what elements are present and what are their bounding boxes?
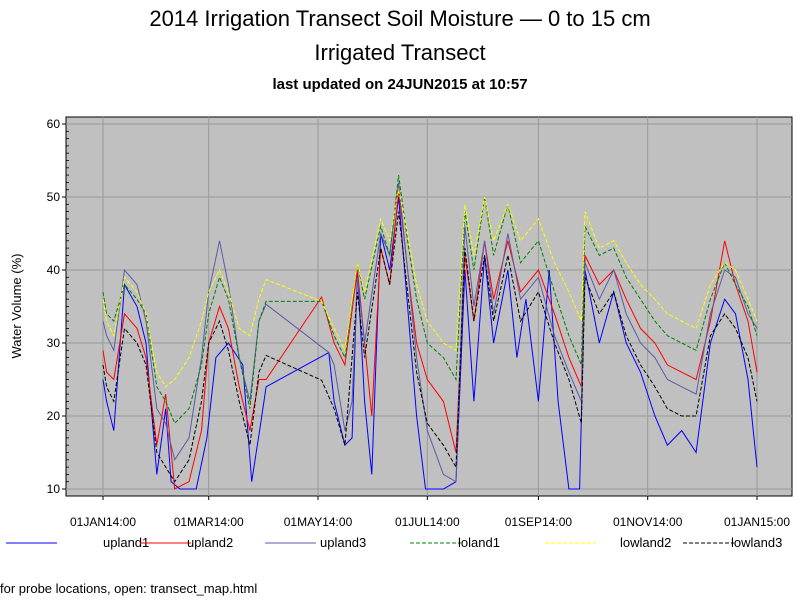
series-line-loland1 bbox=[102, 175, 758, 425]
legend-label-upland2: upland2 bbox=[187, 535, 233, 550]
legend-label-lowland2: lowland2 bbox=[620, 535, 671, 550]
last-updated-note: last updated on 24JUN2015 at 10:57 bbox=[272, 76, 528, 93]
chart-subtitle: Irrigated Transect bbox=[314, 40, 486, 65]
y-tick-label: 60 bbox=[47, 117, 61, 131]
x-tick-label: 01JAN14:00 bbox=[70, 515, 136, 529]
x-tick-label: 01JAN15:00 bbox=[724, 515, 790, 529]
y-tick-label: 30 bbox=[47, 336, 61, 350]
y-tick-label: 50 bbox=[47, 190, 61, 204]
legend-label-lowland3: lowland3 bbox=[731, 535, 782, 550]
y-tick-label: 20 bbox=[47, 409, 61, 423]
series-line-lowland2 bbox=[102, 189, 758, 388]
plot-area bbox=[65, 116, 793, 497]
x-tick-label: 01MAY14:00 bbox=[284, 515, 353, 529]
x-tick-label: 01SEP14:00 bbox=[505, 515, 573, 529]
series-line-upland3 bbox=[102, 182, 758, 483]
series-line-upland2 bbox=[102, 189, 758, 490]
axes: 10 20 30 40 50 60 01JAN14:00 01MAR14:00 01MAY14:… bbox=[47, 117, 791, 529]
chart-title: 2014 Irrigation Transect Soil Moisture —… bbox=[149, 6, 651, 31]
legend-label-upland3: upland3 bbox=[320, 535, 366, 550]
legend-label-upland1: upland1 bbox=[103, 535, 149, 550]
x-tick-label: 01MAR14:00 bbox=[174, 515, 244, 529]
series-line-upland1 bbox=[102, 196, 758, 490]
series-line-lowland3 bbox=[102, 211, 758, 483]
y-tick-label: 40 bbox=[47, 263, 61, 277]
y-tick-label: 10 bbox=[47, 482, 61, 496]
legend-label-loland1: loland1 bbox=[458, 535, 500, 550]
grid bbox=[66, 117, 792, 496]
x-tick-label: 01JUL14:00 bbox=[395, 515, 460, 529]
footer-note: for probe locations, open: transect_map.… bbox=[0, 581, 258, 596]
y-axis-label: Water Volume (%) bbox=[9, 254, 24, 359]
legend: upland1 upland2 upland3 loland1 lowland2 lowl… bbox=[6, 535, 782, 550]
series-lines bbox=[102, 175, 758, 490]
x-tick-label: 01NOV14:00 bbox=[613, 515, 683, 529]
